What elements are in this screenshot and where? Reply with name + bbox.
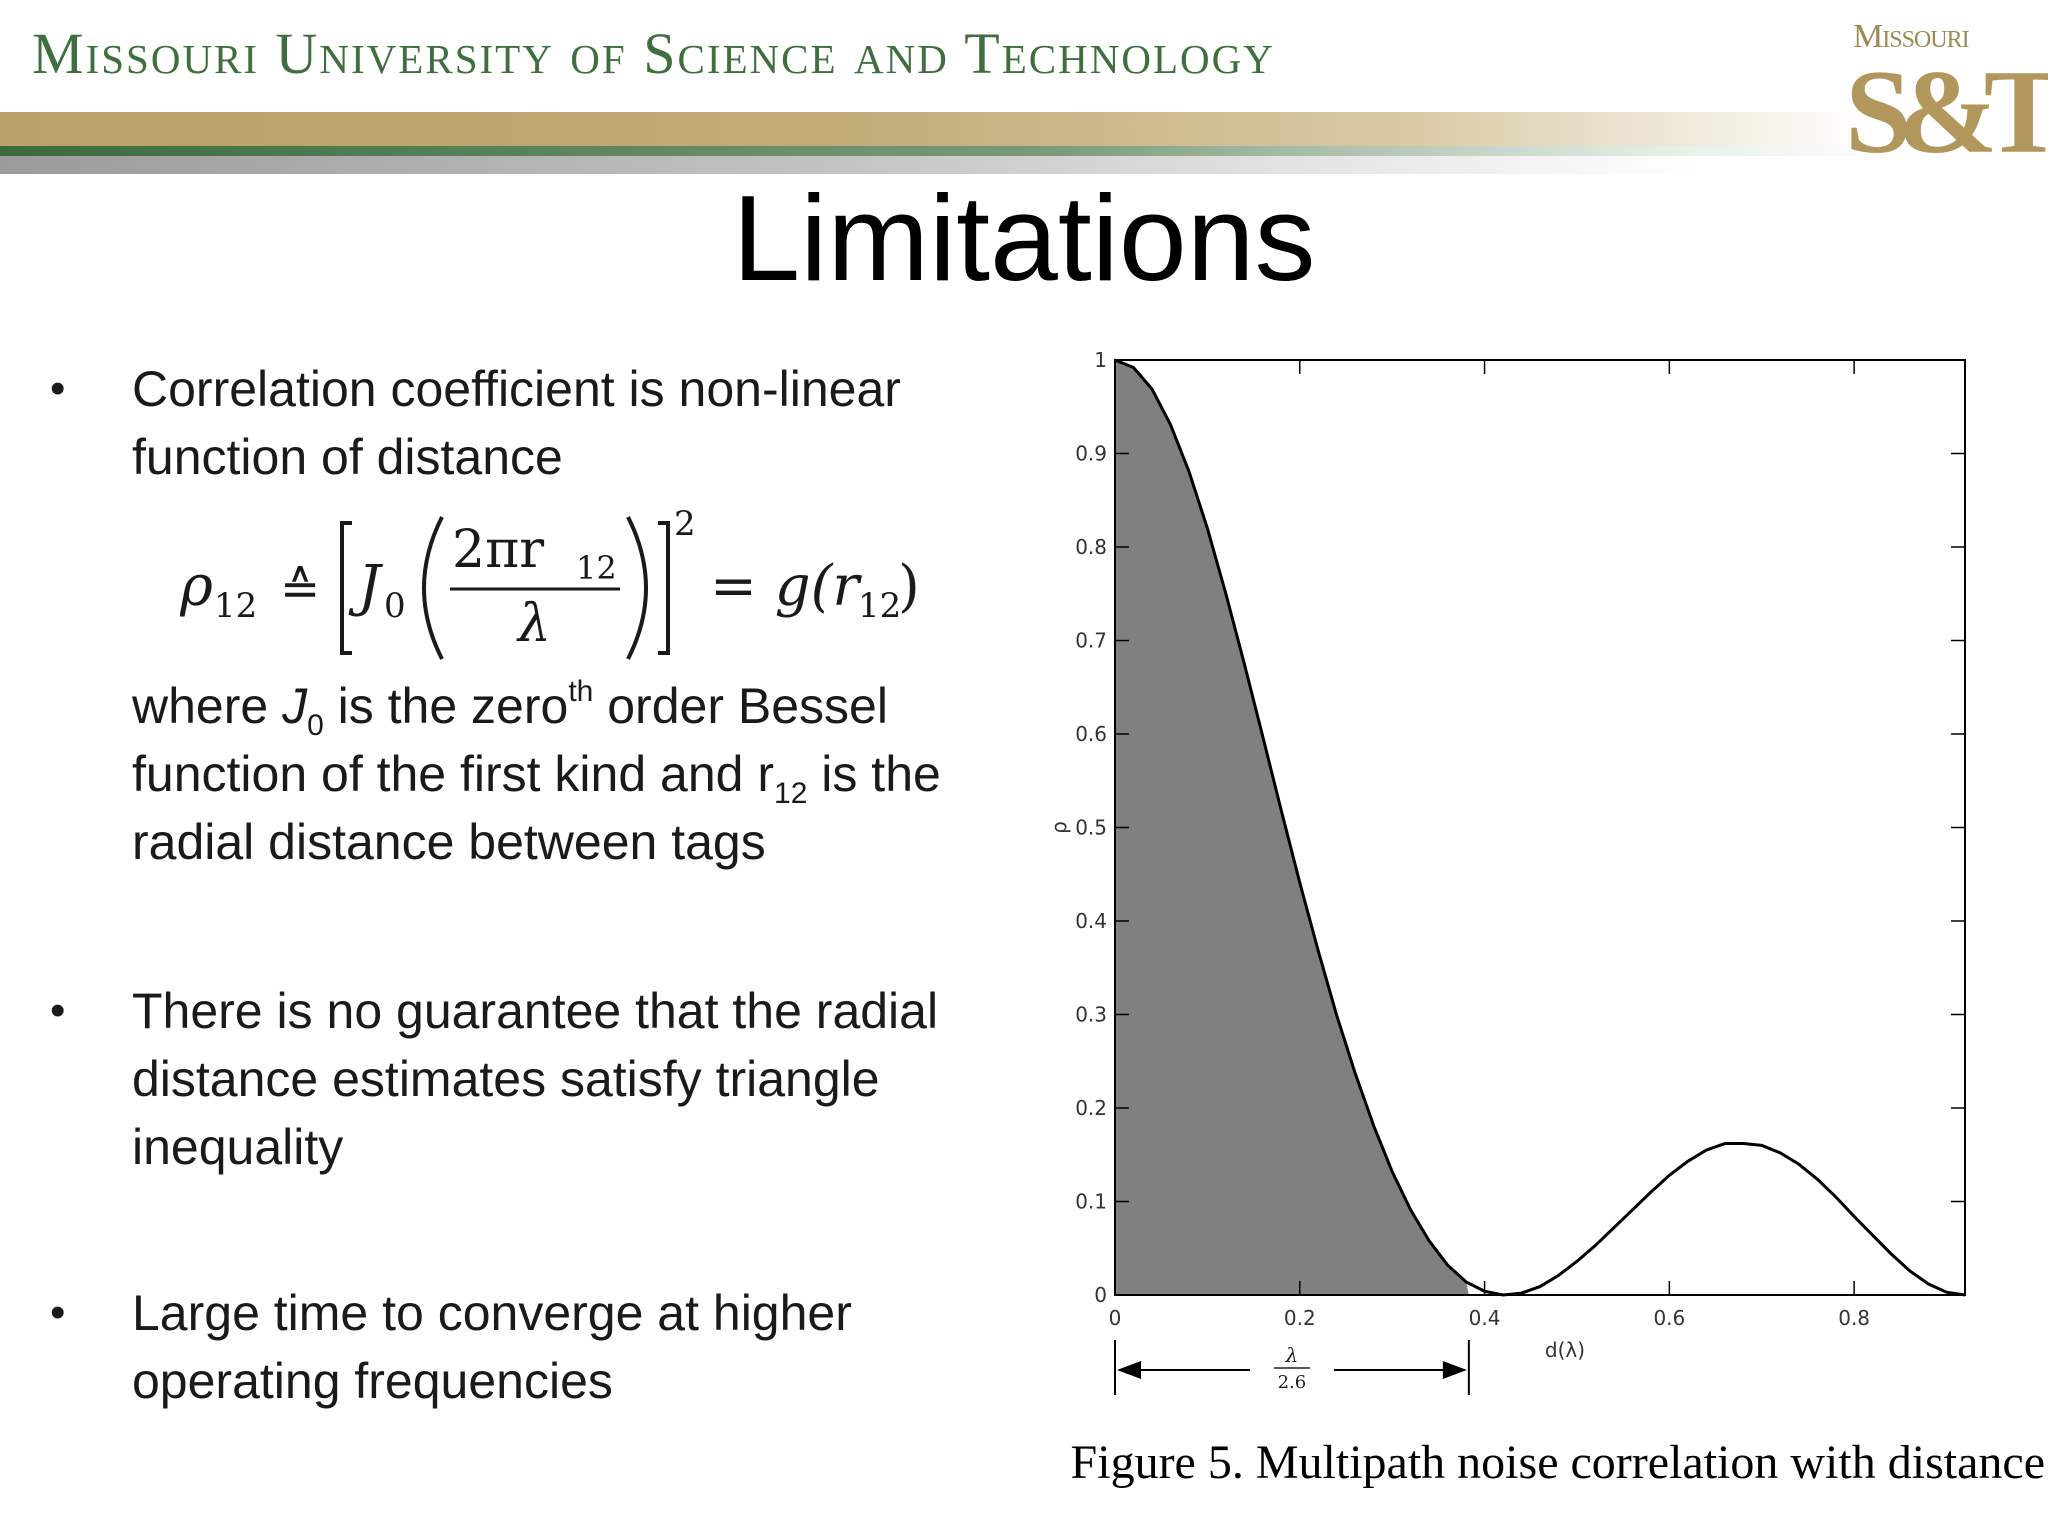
formula-bessel-subscript: 0 [384,586,406,626]
bullet-dot: • [50,364,66,413]
annotation-arrow-right [1442,1361,1467,1379]
formula-left-paren [422,516,444,660]
formula-rho-subscript: 12 [214,586,257,626]
desc-text: is the radial distance between tags [132,746,941,870]
formula-rho: ρ [180,554,213,619]
bullet-dot: • [50,986,66,1035]
x-tick-label: 0.4 [1469,1306,1501,1330]
logo-top-text: Missouri [1853,18,1970,55]
bullet-text: Correlation coefficient is non-linear fu… [132,361,901,485]
series-line [1114,358,1966,1297]
header-grey-band [0,156,1700,174]
annotation-arrow-left [1117,1361,1141,1379]
formula-definition-symbol: ≙ [280,561,320,617]
y-tick-label: 0.6 [1075,722,1107,746]
y-axis-label: ρ [1047,821,1071,834]
university-logo: Missouri S&T [1845,18,2048,172]
formula-description: where J0 is the zeroth order Bessel func… [132,672,1012,876]
y-tick-label: 0.3 [1075,1003,1107,1027]
formula-numerator: 2πr [452,520,544,580]
formula-numerator-subscript: 12 [576,549,617,587]
header-green-band [0,146,1900,156]
y-tick-label: 0.2 [1075,1096,1107,1120]
formula-denominator: λ [516,594,551,654]
formula-right-paren [626,516,648,660]
formula-rhs: = g(r [710,554,862,619]
correlation-chart: 0 0.1 0.2 0.3 0.4 0.5 0.6 0.7 0.8 0.9 1 0 0.2 0.4 0.6 0… [1047,348,1966,1395]
logo-main-text: S&T [1845,45,2048,178]
slide-title: Limitations [732,170,1316,306]
desc-text: where [132,678,283,734]
desc-superscript: th [568,675,594,708]
annotation-numerator: λ [1285,1343,1299,1367]
formula-left-bracket [340,521,352,655]
x-tick-label: 0.6 [1653,1306,1685,1330]
university-name: Missouri University of Science and Techn… [32,21,1275,86]
formula-exponent: 2 [674,505,696,544]
shaded-area [1115,360,1469,1295]
annotation-denominator: 2.6 [1278,1372,1307,1393]
figure-caption: Figure 5. Multipath noise correlation wi… [1070,1436,2045,1489]
x-axis-label: d(λ) [1545,1338,1585,1362]
y-tick-label: 0.8 [1075,535,1107,559]
x-tick-label: 0.2 [1284,1306,1316,1330]
bullet-text: Large time to converge at higher operati… [132,1285,852,1409]
desc-bessel-j: J [282,678,308,734]
y-tick-label: 0.5 [1075,816,1107,840]
formula-bessel-j: J [348,554,384,619]
desc-text: order Bessel function of the first kind … [132,678,888,802]
y-tick-label: 1 [1094,348,1107,372]
header-banner: Missouri University of Science and Techn… [0,0,2048,180]
y-tick-label: 0.9 [1075,442,1107,466]
bullet-dot: • [50,1288,66,1337]
y-tick-label: 0.4 [1075,909,1107,933]
y-tick-label: 0.7 [1075,629,1107,653]
desc-text: is the zero [323,678,569,734]
formula-rhs-close: ) [898,554,920,619]
y-tick-label: 0 [1094,1283,1107,1307]
desc-r-subscript: 12 [774,777,808,810]
desc-bessel-subscript: 0 [307,709,324,742]
x-tick-label: 0.8 [1838,1306,1870,1330]
header-gold-band [0,112,1870,146]
formula-right-bracket [658,521,670,655]
bullet-text: There is no guarantee that the radial di… [132,983,939,1175]
y-tick-label: 0.1 [1075,1190,1107,1214]
correlation-formula: ρ 12 ≙ J 0 2πr 12 λ 2 = g(r 12 ) [180,505,920,660]
formula-rhs-subscript: 12 [858,586,901,626]
x-tick-label: 0 [1109,1306,1122,1330]
